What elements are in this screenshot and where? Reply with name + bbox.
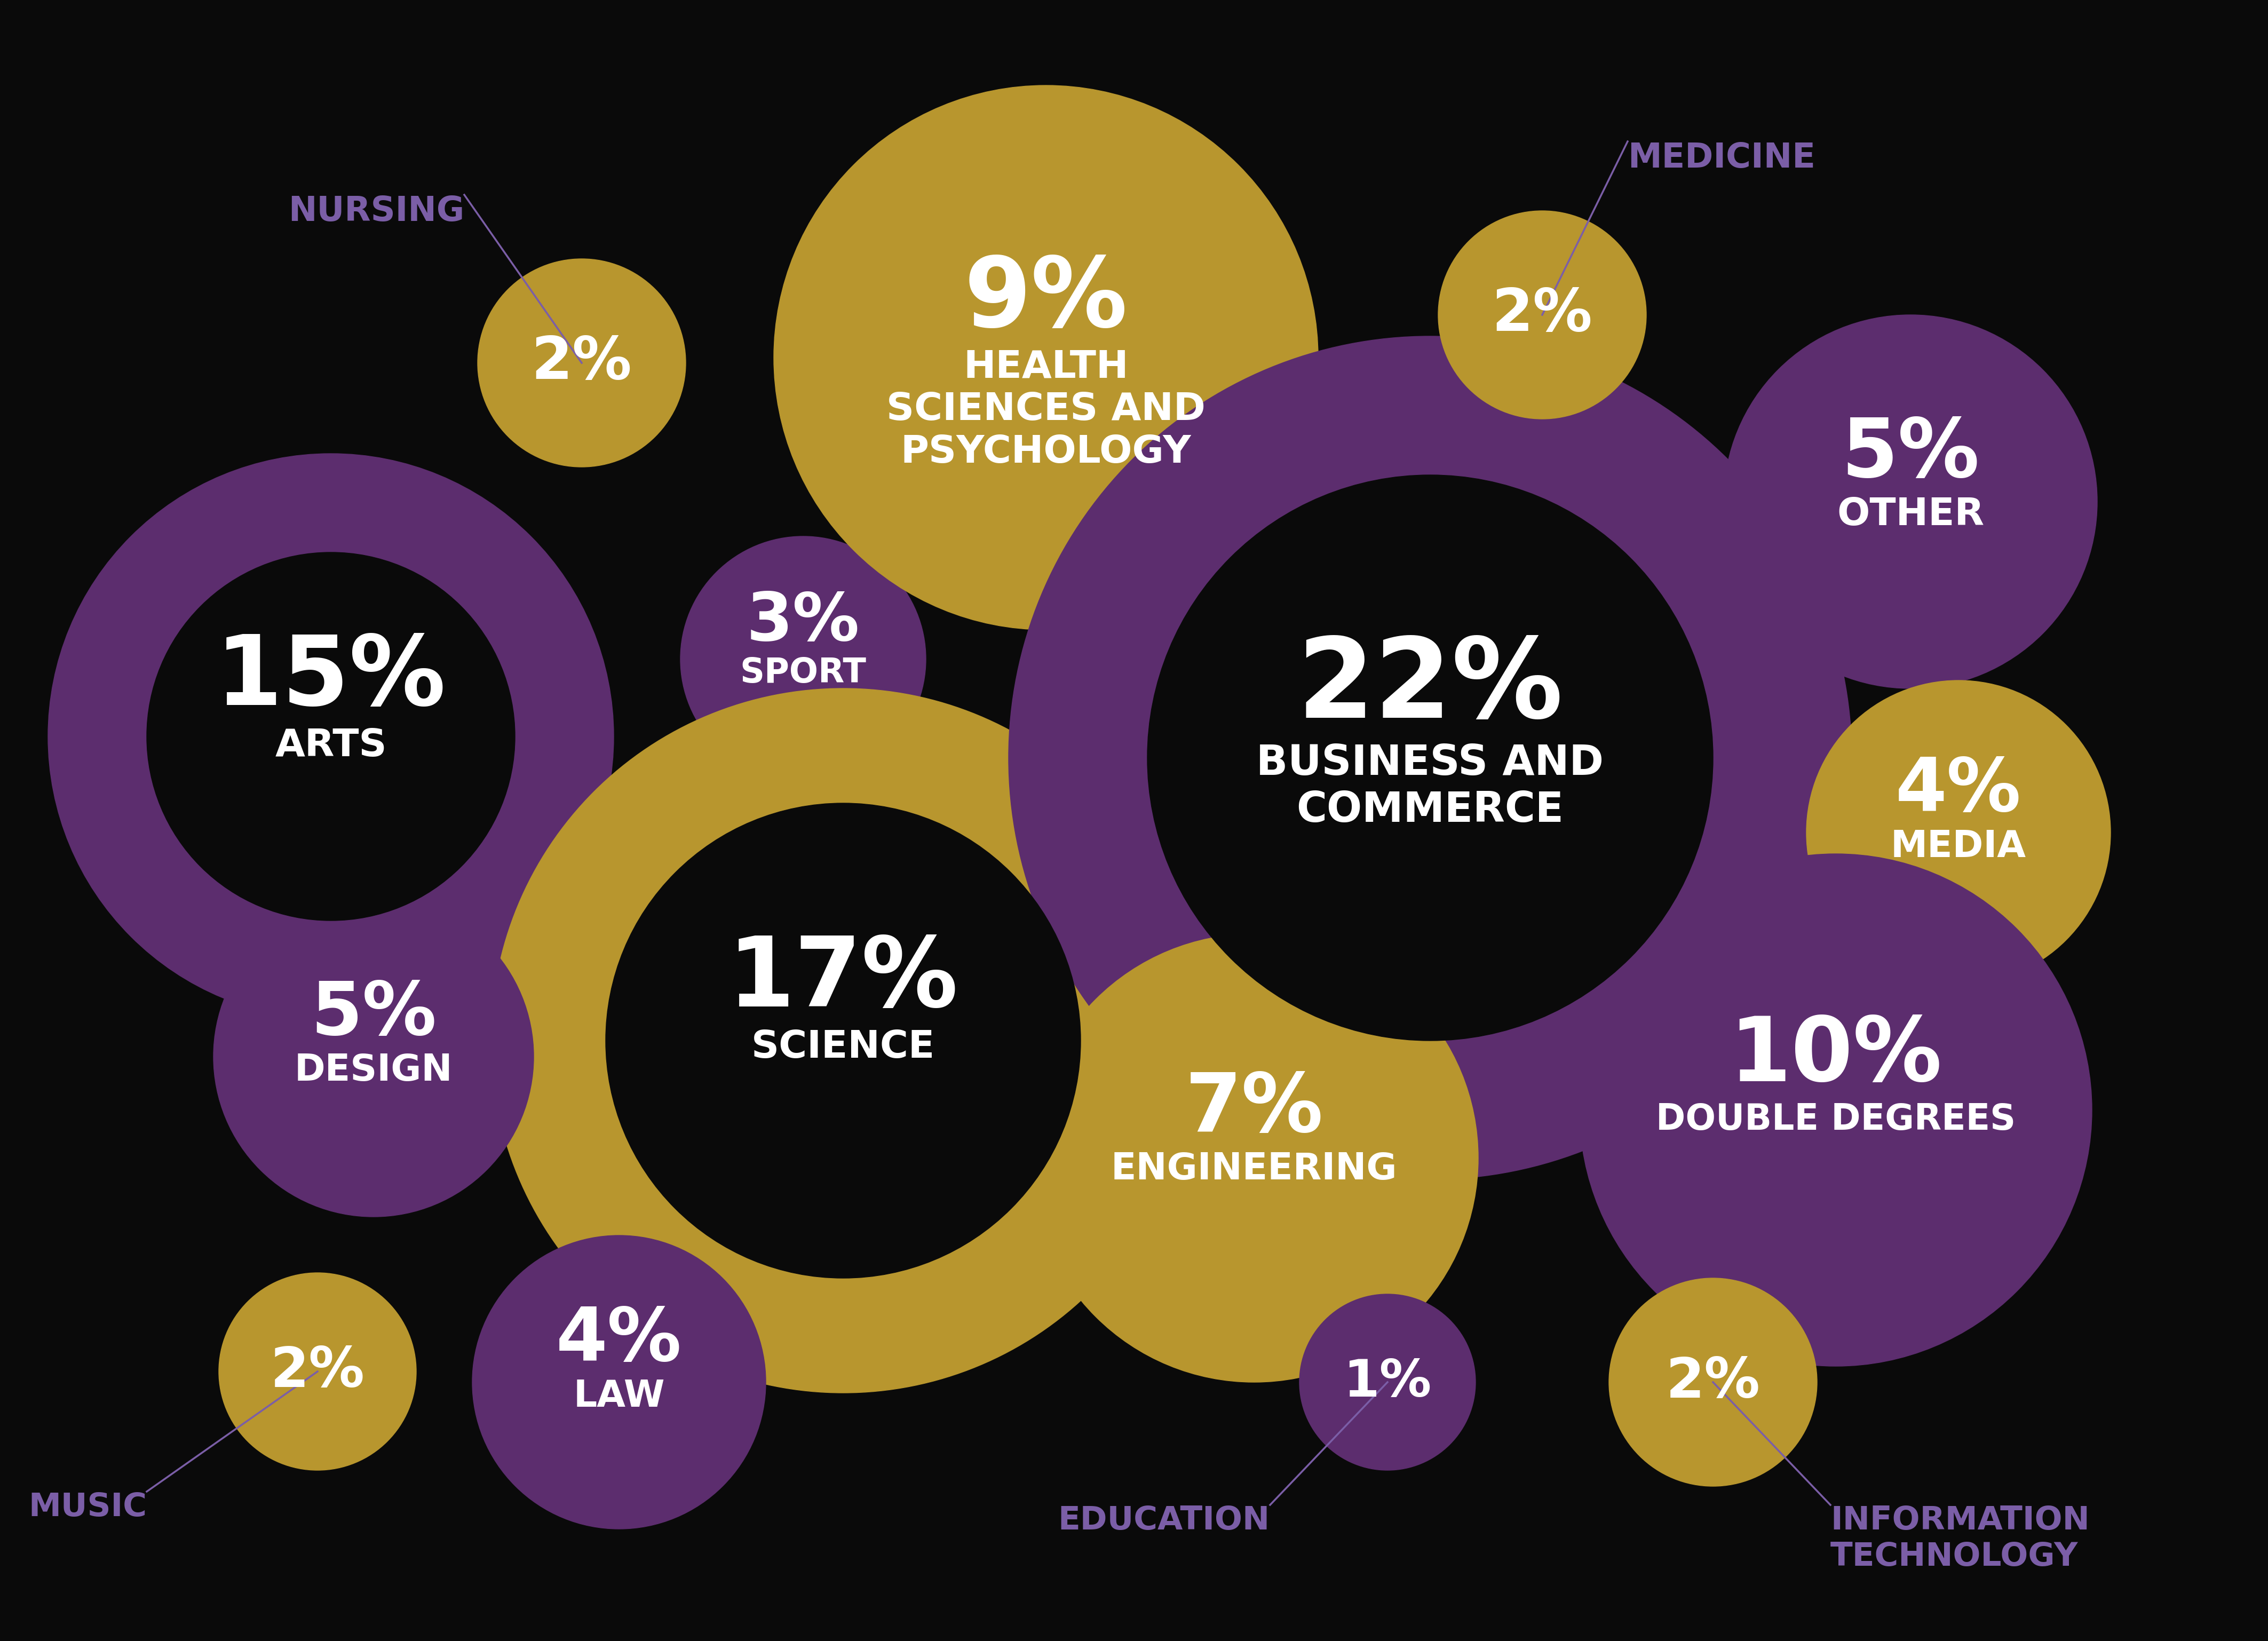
Circle shape — [680, 537, 925, 781]
Circle shape — [773, 85, 1318, 630]
Text: HEALTH
SCIENCES AND
PSYCHOLOGY: HEALTH SCIENCES AND PSYCHOLOGY — [887, 350, 1207, 471]
Text: SCIENCE: SCIENCE — [751, 1029, 934, 1065]
Circle shape — [213, 896, 533, 1216]
Text: 4%: 4% — [1896, 755, 2021, 827]
Circle shape — [1805, 681, 2112, 985]
Text: 1%: 1% — [1343, 1357, 1431, 1406]
Text: OTHER: OTHER — [1837, 496, 1984, 533]
Text: INFORMATION
TECHNOLOGY: INFORMATION TECHNOLOGY — [1830, 1505, 2089, 1572]
Text: 10%: 10% — [1728, 1012, 1941, 1099]
Text: DESIGN: DESIGN — [295, 1052, 454, 1088]
Text: 5%: 5% — [311, 978, 435, 1050]
Circle shape — [472, 1236, 767, 1529]
Text: LAW: LAW — [574, 1378, 665, 1415]
Circle shape — [1300, 1295, 1476, 1470]
Circle shape — [1579, 853, 2091, 1367]
Text: 9%: 9% — [964, 253, 1127, 346]
Text: 2%: 2% — [531, 335, 633, 392]
Text: 5%: 5% — [1842, 415, 1980, 494]
Circle shape — [479, 259, 685, 468]
Text: EDUCATION: EDUCATION — [1059, 1505, 1270, 1536]
Text: MEDICINE: MEDICINE — [1628, 141, 1814, 174]
Text: 17%: 17% — [728, 932, 959, 1027]
Text: MUSIC: MUSIC — [27, 1492, 147, 1523]
Text: ENGINEERING: ENGINEERING — [1111, 1152, 1397, 1186]
Text: 2%: 2% — [1492, 286, 1592, 343]
Text: 4%: 4% — [556, 1305, 683, 1377]
Text: 3%: 3% — [746, 589, 860, 655]
Text: NURSING: NURSING — [288, 195, 465, 228]
Text: DOUBLE DEGREES: DOUBLE DEGREES — [1656, 1101, 2016, 1137]
Text: 7%: 7% — [1184, 1070, 1322, 1149]
Circle shape — [1009, 336, 1851, 1180]
Circle shape — [1724, 315, 2098, 689]
Circle shape — [606, 802, 1080, 1278]
Text: 15%: 15% — [215, 632, 447, 725]
Circle shape — [1030, 934, 1479, 1382]
Text: 22%: 22% — [1297, 633, 1563, 742]
Text: 2%: 2% — [270, 1344, 365, 1398]
Circle shape — [218, 1273, 417, 1470]
Text: BUSINESS AND
COMMERCE: BUSINESS AND COMMERCE — [1256, 743, 1603, 830]
Text: SPORT: SPORT — [739, 656, 866, 689]
Circle shape — [1438, 210, 1647, 418]
Text: MEDIA: MEDIA — [1892, 829, 2025, 865]
Circle shape — [147, 553, 515, 921]
Circle shape — [490, 689, 1195, 1393]
Text: ARTS: ARTS — [274, 727, 388, 765]
Text: 2%: 2% — [1665, 1355, 1760, 1410]
Circle shape — [1148, 474, 1712, 1040]
Circle shape — [1608, 1278, 1817, 1487]
Circle shape — [48, 453, 615, 1019]
